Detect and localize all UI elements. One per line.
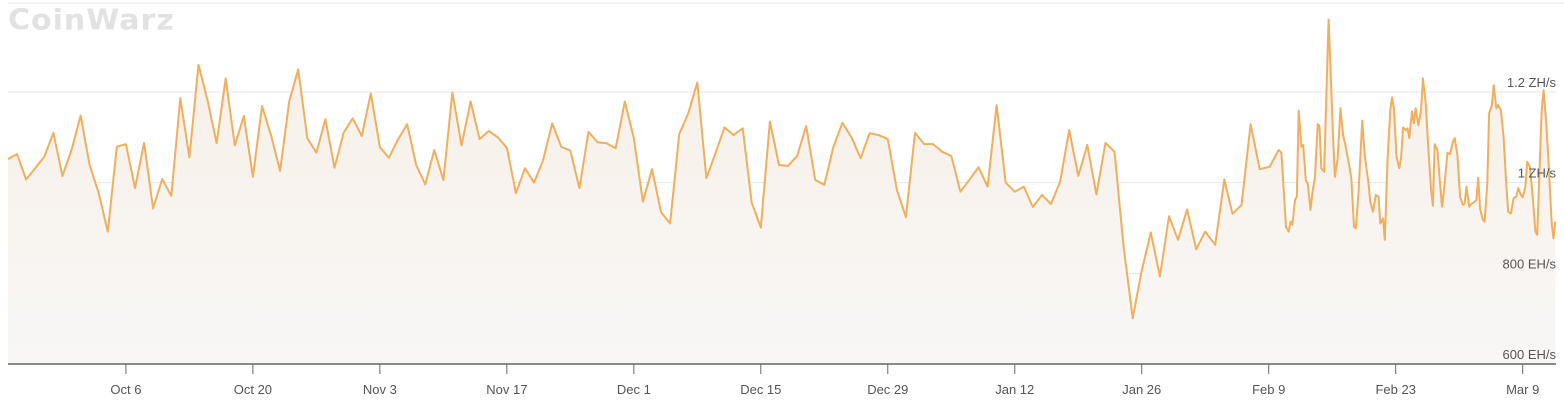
x-tick-label: Dec 1 xyxy=(617,382,651,397)
x-tick-label: Dec 29 xyxy=(867,382,908,397)
y-tick-label: 800 EH/s xyxy=(1503,256,1557,271)
x-tick-label: Feb 23 xyxy=(1375,382,1415,397)
x-tick-label: Mar 9 xyxy=(1506,382,1539,397)
x-tick-label: Nov 3 xyxy=(363,382,397,397)
x-tick-label: Jan 26 xyxy=(1122,382,1161,397)
x-tick-label: Oct 6 xyxy=(110,382,141,397)
x-tick-label: Feb 9 xyxy=(1252,382,1285,397)
coinwarz-logo: CoinWarz xyxy=(8,3,175,38)
y-tick-label: 1 ZH/s xyxy=(1518,166,1557,181)
x-axis: Oct 6 Oct 20 Nov 3 Nov 17 Dec 1 Dec 15 Dec 29 J… xyxy=(110,364,1539,397)
y-tick-label: 1.2 ZH/s xyxy=(1507,75,1557,90)
y-tick-label: 600 EH/s xyxy=(1503,347,1557,362)
y-axis: 600 EH/s 800 EH/s 1 ZH/s 1.2 ZH/s xyxy=(1503,75,1557,362)
x-tick-label: Jan 12 xyxy=(995,382,1034,397)
hashrate-line xyxy=(7,18,1557,320)
x-tick-label: Dec 15 xyxy=(740,382,781,397)
hashrate-area xyxy=(8,19,1556,364)
x-tick-label: Nov 17 xyxy=(486,382,527,397)
x-tick-label: Oct 20 xyxy=(234,382,272,397)
